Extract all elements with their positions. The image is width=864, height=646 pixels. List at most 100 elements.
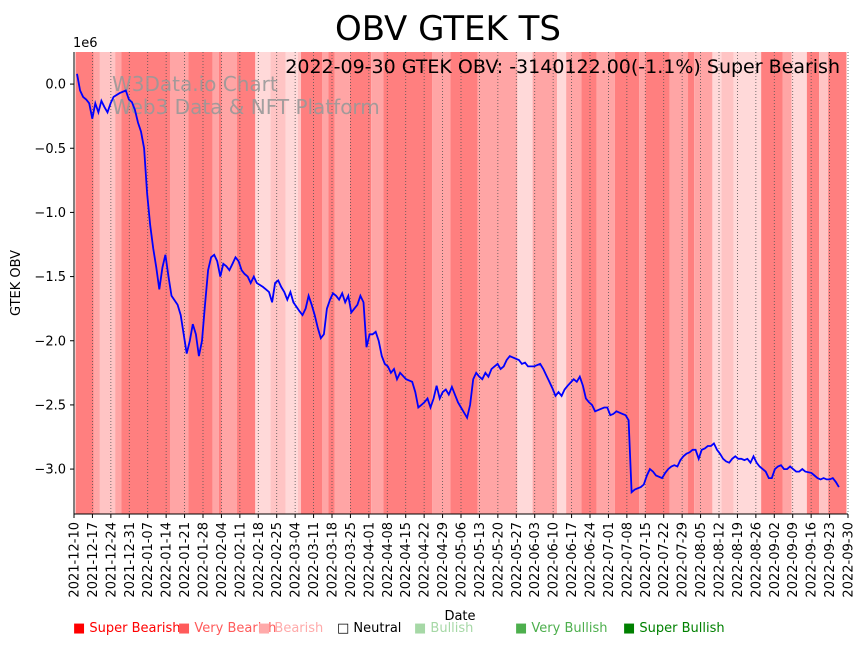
y-offset-label: 1e6 [73, 36, 98, 51]
x-tick-label: 2022-05-27 [510, 522, 525, 598]
band-neutral [285, 52, 298, 514]
x-tick-label: 2022-03-18 [326, 522, 341, 598]
band-bearish [721, 52, 734, 514]
x-tick-label: 2022-01-07 [141, 522, 156, 598]
band-bearish [819, 52, 829, 514]
band-super [383, 52, 433, 514]
band-bearish [99, 52, 116, 514]
x-tick-label: 2022-05-20 [491, 522, 506, 598]
x-tick-label: 2022-07-01 [602, 522, 617, 598]
x-tick-label: 2022-04-15 [399, 522, 414, 598]
obv-series-line [76, 73, 840, 495]
x-tick-label: 2022-09-30 [842, 522, 857, 598]
x-axis-label: Date [444, 609, 475, 624]
x-tick-label: 2022-06-03 [528, 522, 543, 598]
y-tick-label: −2.0 [34, 334, 66, 349]
legend-item: ■ Very Bullish [515, 621, 608, 636]
x-tick-label: 2022-09-16 [805, 522, 820, 598]
band-very [334, 52, 350, 514]
band-super [450, 52, 478, 514]
x-tick-label: 2022-09-02 [768, 522, 783, 598]
x-tick-label: 2022-04-29 [436, 522, 451, 598]
band-bearish [297, 52, 302, 514]
legend-item: ■ Super Bullish [623, 621, 725, 636]
y-tick-label: −0.5 [34, 142, 66, 157]
band-very [566, 52, 582, 514]
x-tick-label: 2021-12-10 [68, 522, 83, 598]
band-neutral [556, 52, 567, 514]
x-tick-label: 2022-02-04 [215, 522, 230, 598]
legend-item: ■ Bullish [414, 621, 474, 636]
legend-item: ■ Very Bearish [178, 621, 277, 636]
x-tick-label: 2022-05-13 [473, 522, 488, 598]
band-neutral [255, 52, 271, 514]
band-very [322, 52, 329, 514]
x-tick-label: 2022-06-17 [565, 522, 580, 598]
x-tick-label: 2022-08-12 [713, 522, 728, 598]
band-super [328, 52, 335, 514]
band-super [349, 52, 372, 514]
band-super [75, 52, 94, 514]
band-very [371, 52, 384, 514]
band-neutral [733, 52, 762, 514]
x-tick-label: 2022-04-08 [381, 522, 396, 598]
band-very [639, 52, 646, 514]
x-tick-label: 2022-03-25 [344, 522, 359, 598]
y-tick-label: −2.5 [34, 398, 66, 413]
watermark-line-2: Web3 Data & NFT Platform [112, 95, 380, 119]
band-super [301, 52, 323, 514]
x-tick-label: 2022-06-10 [547, 522, 562, 598]
x-tick-label: 2022-05-06 [455, 522, 470, 598]
x-tick-label: 2022-04-22 [418, 522, 433, 598]
x-tick-label: 2022-08-19 [731, 522, 746, 598]
band-very [93, 52, 100, 514]
band-very [782, 52, 792, 514]
band-super [645, 52, 670, 514]
x-tick-label: 2022-02-25 [270, 522, 285, 598]
annotation-text: 2022-09-30 GTEK OBV: -3140122.00(-1.1%) … [285, 56, 840, 78]
x-tick-label: 2022-07-15 [639, 522, 654, 598]
date-gridlines [73, 52, 849, 514]
y-tick-label: −3.0 [34, 463, 66, 478]
band-very [694, 52, 713, 514]
band-super [237, 52, 256, 514]
x-tick-label: 2022-03-04 [289, 522, 304, 598]
band-super [188, 52, 213, 514]
x-tick-label: 2022-06-24 [584, 522, 599, 598]
y-tick-label: −1.5 [34, 270, 66, 285]
band-very [596, 52, 615, 514]
x-tick-label: 2021-12-24 [104, 522, 119, 598]
legend-item: ■ Bearish [258, 621, 324, 636]
band-neutral [517, 52, 533, 514]
band-bearish [270, 52, 286, 514]
x-tick-label: 2022-09-23 [823, 522, 838, 598]
band-very [212, 52, 219, 514]
band-neutral [791, 52, 807, 514]
watermark-line-1: W3Data.io Chart [112, 72, 278, 96]
x-tick-label: 2022-01-21 [178, 522, 193, 598]
x-tick-label: 2022-07-22 [657, 522, 672, 598]
band-super [828, 52, 847, 514]
band-super [581, 52, 597, 514]
band-super [121, 52, 170, 514]
band-very [221, 52, 238, 514]
x-tick-label: 2021-12-17 [86, 522, 101, 598]
band-very [169, 52, 189, 514]
x-tick-label: 2022-08-05 [694, 522, 709, 598]
x-tick-label: 2022-02-11 [233, 522, 248, 598]
x-tick-label: 2022-01-14 [160, 522, 175, 598]
y-tick-label: −1.0 [34, 206, 66, 221]
band-neutral [712, 52, 722, 514]
x-tick-label: 2022-04-01 [362, 522, 377, 598]
y-axis-label: GTEK OBV [9, 250, 24, 316]
x-tick-label: 2022-07-29 [676, 522, 691, 598]
x-tick-label: 2022-03-11 [307, 522, 322, 598]
x-tick-label: 2022-08-26 [749, 522, 764, 598]
x-tick-label: 2021-12-31 [123, 522, 138, 598]
x-tick-label: 2022-07-08 [620, 522, 635, 598]
band-very [115, 52, 122, 514]
x-tick-label: 2022-02-18 [252, 522, 267, 598]
band-very [432, 52, 451, 514]
band-super [806, 52, 820, 514]
